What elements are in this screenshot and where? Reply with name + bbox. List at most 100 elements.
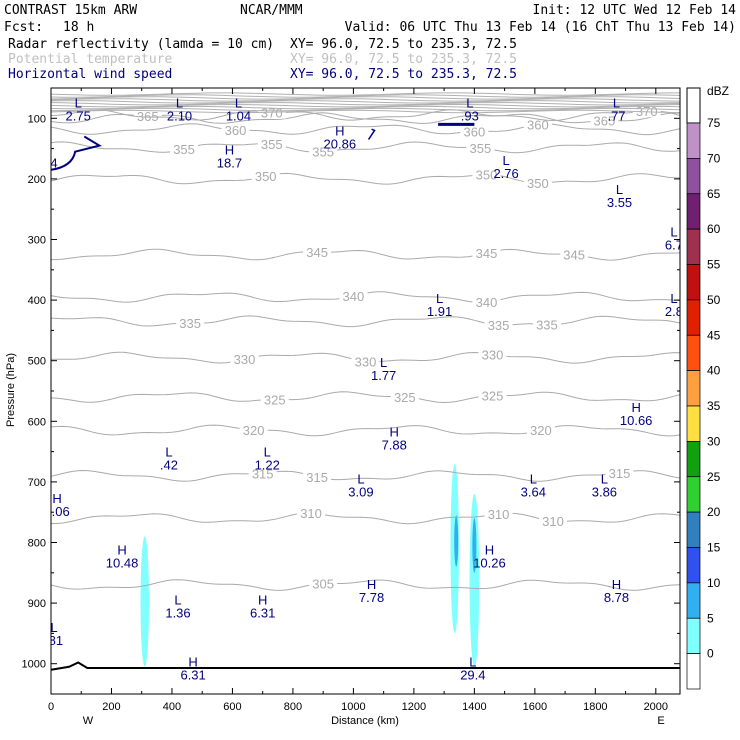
theta-label-bg (303, 470, 332, 484)
colorbar-label: 10 (707, 576, 721, 590)
theta-contour-325 (51, 391, 680, 404)
colorbar-swatch (686, 299, 701, 336)
y-axis-label: Pressure (hPa) (5, 353, 17, 427)
theta-label-bg (176, 316, 205, 330)
wind-extremum-kind: L (466, 95, 473, 110)
theta-contour-350 (51, 172, 680, 185)
field-name-reflectivity: Radar reflectivity (lamda = 10 cm) (8, 37, 274, 52)
theta-label-bg (538, 513, 567, 527)
theta-label-bg (239, 422, 268, 436)
colorbar-swatch (686, 334, 701, 371)
wind-extremum-kind: H (335, 123, 344, 138)
theta-contour-upper (51, 94, 680, 98)
reflectivity-cell-10dbz (472, 518, 477, 573)
wind-extremum-value: 3.09 (348, 485, 373, 500)
y-tick-label: 1000 (22, 659, 46, 671)
colorbar-swatch (686, 441, 701, 478)
wind-extremum-value: 1.77 (371, 368, 396, 383)
theta-label-365: 365 (594, 114, 616, 129)
wind-extremum-value: 3.55 (607, 195, 632, 210)
reflectivity-cell-5dbz (140, 536, 149, 667)
wind-extremum-kind: H (258, 592, 267, 607)
theta-label-bg (472, 246, 501, 260)
colorbar-swatch (686, 653, 701, 690)
theta-label-325: 325 (264, 392, 286, 407)
wind-extremum-kind: L (174, 592, 181, 607)
fcst-value: 18 h (63, 20, 94, 35)
theta-label-350: 350 (476, 168, 498, 183)
theta-contour-315 (51, 469, 680, 482)
colorbar-label: 50 (707, 293, 721, 307)
theta-label-345: 345 (306, 245, 328, 260)
wind-extremum-kind: H (612, 577, 621, 592)
theta-label-355: 355 (173, 142, 195, 157)
x-tick-label: 200 (102, 701, 120, 713)
y-tick-label: 600 (28, 416, 46, 428)
colorbar-label: 55 (707, 258, 721, 272)
theta-label-340: 340 (343, 289, 365, 304)
x-tick-label: 400 (163, 701, 181, 713)
reflectivity-cell-5dbz (469, 494, 480, 667)
theta-label-bg (257, 137, 286, 151)
theta-label-350: 350 (255, 169, 277, 184)
theta-label-bg (478, 347, 507, 361)
reflectivity-layer (140, 463, 480, 667)
theta-label-335: 335 (179, 316, 201, 331)
wind-extremum-value: 9.06 (44, 504, 69, 519)
wind-extremum-kind: L (616, 182, 623, 197)
y-tick-label: 400 (28, 295, 46, 307)
wind-extremum-kind: L (75, 95, 82, 110)
colorbar-swatch (686, 158, 701, 195)
wind-extremum-kind: H (117, 543, 126, 558)
theta-label-bg (478, 388, 507, 402)
x-tick-label: 600 (223, 701, 241, 713)
theta-label-bg (170, 141, 199, 155)
theta-label-bg (605, 465, 634, 479)
colorbar-swatch (686, 476, 701, 513)
colorbar-label: 5 (707, 611, 714, 625)
theta-label-305: 305 (312, 577, 334, 592)
wind-extremum-value: .81 (45, 633, 63, 648)
theta-label-bg (526, 423, 555, 437)
wind-extremum-value: 6.7 (665, 237, 683, 252)
theta-label-310: 310 (488, 507, 510, 522)
theta-label-355: 355 (261, 137, 283, 152)
theta-label-345: 345 (563, 248, 585, 263)
theta-label-bg (560, 247, 589, 261)
x-tick-label: 1800 (583, 701, 607, 713)
wind-extremum-value: 6.31 (180, 668, 205, 683)
theta-label-bg (351, 354, 380, 368)
wind-extremum-kind: L (670, 291, 677, 306)
colorbar-swatch (686, 264, 701, 301)
colorbar-label: 45 (707, 328, 721, 342)
field-xy-reflectivity: XY= 96.0, 72.5 to 235.3, 72.5 (290, 37, 517, 52)
x-axis-label: Distance (km) (331, 715, 399, 727)
theta-label-bg (248, 466, 277, 480)
colorbar-swatch (686, 193, 701, 230)
colorbar-top-cap (686, 87, 701, 124)
wind-extremum-kind: L (469, 655, 476, 670)
valid-time: Valid: 06 UTC Thu 13 Feb 14 (16 ChT Thu … (345, 20, 736, 35)
theta-contour-upper (51, 103, 680, 108)
theta-contour-layer: 305 310 310 310 315 315 315 320 320 325 325 325 330 3… (51, 92, 680, 592)
y-tick-label: 900 (28, 598, 46, 610)
wind-extremum-kind: H (367, 577, 376, 592)
theta-label-315: 315 (306, 470, 328, 485)
theta-label-bg (260, 392, 289, 406)
wind-extremum-kind: L (176, 95, 183, 110)
reflectivity-cell-10dbz (454, 515, 459, 567)
theta-contour-upper (51, 100, 680, 104)
theta-label-bg (339, 289, 368, 303)
theta-label-320: 320 (243, 423, 265, 438)
wind-extremum-kind: L (41, 143, 48, 158)
wind-extremum-kind: L (380, 355, 387, 370)
init-time: Init: 12 UTC Wed 12 Feb 14 (533, 3, 737, 18)
theta-label-bg (484, 507, 513, 521)
x-tick-label: 2000 (644, 701, 668, 713)
terrain-line (51, 661, 680, 671)
theta-label-bg (523, 176, 552, 190)
wind-extremum-value: 6.31 (250, 605, 275, 620)
terrain-layer (51, 661, 680, 671)
wind-extremum-value: 10.26 (473, 556, 506, 571)
